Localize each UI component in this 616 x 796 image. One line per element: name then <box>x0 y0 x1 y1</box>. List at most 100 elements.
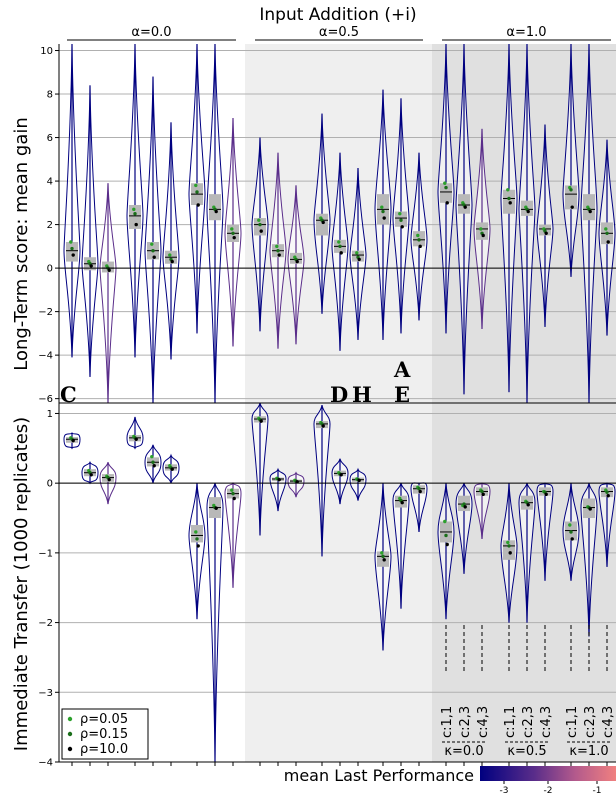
violin-point <box>443 519 447 524</box>
violin-point <box>258 222 262 227</box>
violin <box>598 139 616 336</box>
violin <box>392 98 410 334</box>
violin-iqr-box <box>565 185 577 210</box>
top-panel-violins <box>63 43 616 404</box>
violin <box>126 416 144 450</box>
violin-point <box>134 222 138 227</box>
violin-point <box>506 540 510 545</box>
violin-point <box>417 487 421 491</box>
violin <box>500 43 518 393</box>
violin-point <box>89 473 93 477</box>
violin-point <box>295 480 299 484</box>
violin <box>224 482 242 588</box>
violin-point <box>399 218 403 222</box>
legend-marker-rho-005 <box>67 716 73 722</box>
top-y-tick-label: 4 <box>47 177 53 188</box>
panel-letter-h: H <box>352 382 372 407</box>
combo-label: c:4,3 <box>476 706 491 738</box>
violin-point <box>606 494 610 498</box>
violin-point <box>232 496 236 501</box>
colorbar-tick-neg2: -2 <box>544 786 553 796</box>
top-y-tick-label: 10 <box>40 46 53 57</box>
violin <box>224 117 242 347</box>
chart-title: Input Addition (+i) <box>259 5 416 25</box>
violin-iqr-box <box>191 524 203 543</box>
violin <box>81 85 99 377</box>
violin-point <box>380 205 384 209</box>
violin <box>162 122 180 360</box>
combo-label: c:2,3 <box>458 706 473 738</box>
bottom-y-tick-label: −1 <box>38 548 53 559</box>
bottom-panel-violins <box>63 402 616 763</box>
violin-point <box>479 227 483 231</box>
violin-point <box>526 503 530 507</box>
violin-point <box>445 201 449 205</box>
violin-iqr-box <box>254 218 266 236</box>
violin-point <box>418 489 422 494</box>
violin-point <box>257 218 261 222</box>
violin <box>331 152 349 351</box>
violin <box>269 152 287 349</box>
violin-point <box>196 544 200 548</box>
violin-point <box>196 203 200 207</box>
violin-point <box>194 530 198 534</box>
violin <box>126 43 144 358</box>
violin-point <box>481 233 485 238</box>
violin-point <box>526 209 530 214</box>
violin-point <box>544 492 548 497</box>
violin-iqr-box <box>476 222 488 240</box>
colorbar-gradient <box>480 766 616 781</box>
violin <box>331 458 349 505</box>
bottom-y-tick-label: 1 <box>47 409 53 420</box>
colorbar: mean Last Performance -3 -2 -1 <box>284 766 616 796</box>
violin-point <box>69 240 73 244</box>
kappa-label: κ=1.0 <box>569 744 608 759</box>
violin-point <box>231 491 235 496</box>
combo-label: c:1,1 <box>503 706 518 738</box>
legend-label-rho-10: ρ=10.0 <box>80 742 128 757</box>
violin-point <box>71 438 75 443</box>
violin-point <box>71 253 75 257</box>
combo-label: c:4,3 <box>539 706 554 738</box>
violin <box>374 89 392 340</box>
violin-point <box>569 188 573 192</box>
violin-point <box>507 544 511 548</box>
violin <box>63 432 81 450</box>
violin-point <box>398 212 402 216</box>
colorbar-title: mean Last Performance <box>284 766 474 785</box>
violin <box>500 483 518 623</box>
violin-point <box>230 488 234 492</box>
violin <box>437 43 455 334</box>
violin-point <box>150 242 154 246</box>
combo-label: c:2,3 <box>521 706 536 738</box>
violin-point <box>508 551 512 555</box>
top-y-tick-label: −4 <box>38 351 53 362</box>
violin-point <box>444 185 448 190</box>
violin-point <box>230 227 234 231</box>
violin-point <box>381 209 385 214</box>
violin-point <box>463 505 467 509</box>
violin <box>410 152 428 321</box>
violin <box>473 482 491 539</box>
panel-letter-a: A <box>393 357 411 382</box>
violin-point <box>70 246 74 251</box>
violin-point <box>168 253 172 257</box>
top-y-tick-label: 0 <box>47 264 53 275</box>
combo-label: c:1,1 <box>440 706 455 738</box>
kappa-label: κ=0.5 <box>507 744 546 759</box>
violin-point <box>152 464 156 468</box>
bottom-y-axis-label: Immediate Transfer (1000 replicates) <box>11 417 32 751</box>
violin-point <box>231 231 235 235</box>
violin <box>562 43 580 277</box>
violin-point <box>195 190 199 194</box>
legend-box <box>61 708 149 760</box>
panel-letter-c: C <box>60 382 77 407</box>
violin-point <box>214 506 218 510</box>
combo-label: c:4,3 <box>601 706 616 738</box>
violin-point <box>339 473 343 477</box>
violin <box>536 124 554 327</box>
violin-point <box>400 500 404 505</box>
violin <box>374 483 392 651</box>
combo-label: c:1,1 <box>565 706 580 738</box>
violin-point <box>588 209 592 214</box>
